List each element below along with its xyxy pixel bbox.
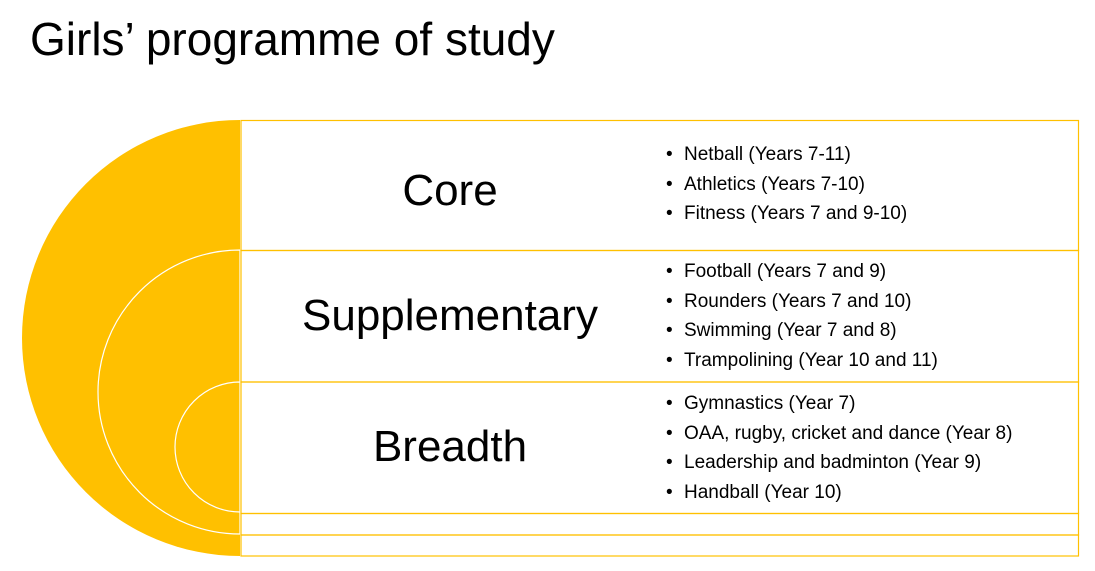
- section-label-supplementary: Supplementary: [302, 291, 598, 340]
- inner-arc-breadth: [174, 381, 241, 513]
- list-item: Swimming (Year 7 and 8): [666, 316, 938, 346]
- section-items-supplementary: Football (Years 7 and 9) Rounders (Years…: [666, 257, 938, 375]
- list-item: Leadership and badminton (Year 9): [666, 448, 1012, 478]
- slide-title: Girls’ programme of study: [30, 13, 555, 65]
- section-items-core: Netball (Years 7-11) Athletics (Years 7-…: [666, 140, 907, 229]
- list-item: OAA, rugby, cricket and dance (Year 8): [666, 419, 1012, 449]
- section-label-core: Core: [402, 166, 498, 215]
- section-items-breadth: Gymnastics (Year 7) OAA, rugby, cricket …: [666, 389, 1012, 507]
- list-item: Handball (Year 10): [666, 478, 1012, 508]
- list-item: Netball (Years 7-11): [666, 140, 907, 170]
- row-blank-2: [240, 534, 1080, 557]
- list-item: Athletics (Years 7-10): [666, 170, 907, 200]
- list-item: Fitness (Years 7 and 9-10): [666, 199, 907, 229]
- list-item: Trampolining (Year 10 and 11): [666, 346, 938, 376]
- list-item: Football (Years 7 and 9): [666, 257, 938, 287]
- section-label-breadth: Breadth: [372, 422, 528, 471]
- list-item: Gymnastics (Year 7): [666, 389, 1012, 419]
- list-item: Rounders (Years 7 and 10): [666, 287, 938, 317]
